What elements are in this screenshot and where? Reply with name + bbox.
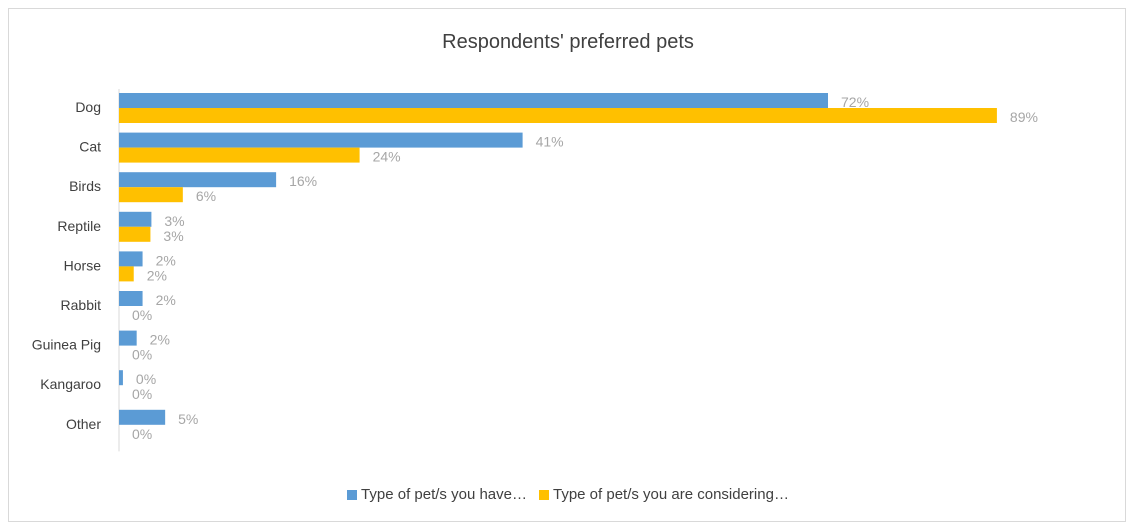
data-label-have: 0% [136,371,156,387]
bar-have [119,132,523,148]
legend-label-have: Type of pet/s you have… [361,486,527,503]
category-label: Rabbit [61,297,102,313]
data-label-considering: 3% [163,228,183,244]
data-label-considering: 0% [132,347,152,363]
data-label-considering: 2% [147,267,167,283]
bar-have [119,172,277,188]
category-label: Horse [64,257,102,273]
legend-item-have: Type of pet/s you have… [347,486,527,503]
bar-considering [119,266,134,282]
legend: Type of pet/s you have… Type of pet/s yo… [0,486,1136,503]
data-label-considering: 89% [1010,109,1038,125]
data-label-considering: 0% [132,386,152,402]
data-label-have: 3% [164,213,184,229]
data-label-considering: 0% [132,426,152,442]
bar-considering [119,147,360,163]
data-label-have: 72% [841,94,869,110]
bar-have [119,211,152,227]
data-label-have: 2% [156,292,176,308]
bar-have [119,409,166,425]
legend-swatch-considering [538,489,549,500]
data-label-have: 2% [150,332,170,348]
category-label: Guinea Pig [32,337,101,353]
data-label-have: 41% [536,134,564,150]
category-label: Dog [75,99,101,115]
bar-have [119,93,829,108]
bar-considering [119,108,997,123]
legend-item-considering: Type of pet/s you are considering… [538,486,789,503]
legend-swatch-have [347,489,358,500]
category-label: Birds [69,178,101,194]
data-label-considering: 0% [132,307,152,323]
data-label-considering: 6% [196,188,216,204]
bar-have [119,291,143,306]
category-label: Reptile [57,218,101,234]
bar-considering [119,187,183,203]
bar-have [119,370,123,386]
chart-title: Respondents' preferred pets [442,31,694,53]
data-label-considering: 24% [373,149,401,165]
data-label-have: 5% [178,411,198,427]
category-label: Kangaroo [40,376,101,392]
data-label-have: 2% [156,252,176,268]
bar-have [119,251,143,267]
bar-considering [119,226,151,242]
category-label: Other [66,416,101,432]
category-label: Cat [79,139,101,155]
data-label-have: 16% [289,173,317,189]
bar-have [119,330,137,346]
legend-label-considering: Type of pet/s you are considering… [552,486,789,503]
